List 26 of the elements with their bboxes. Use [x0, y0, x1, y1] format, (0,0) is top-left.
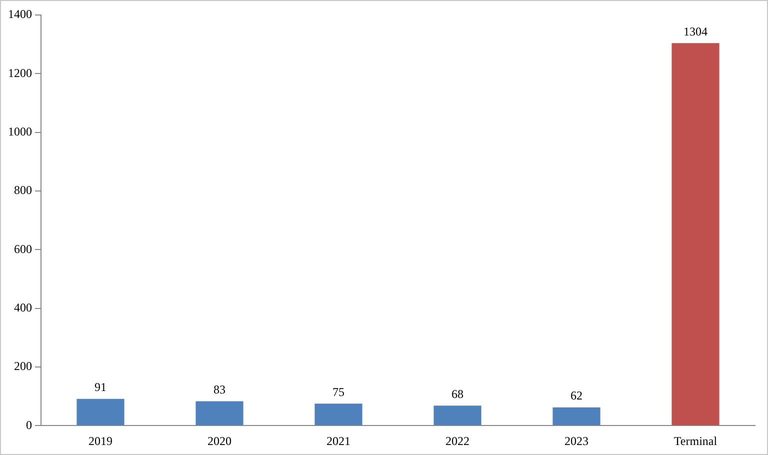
y-tick-label: 800	[14, 183, 32, 198]
y-tick-label: 0	[26, 418, 32, 432]
data-label: 62	[570, 388, 582, 403]
x-tick-label: Terminal	[674, 434, 718, 448]
bar	[552, 407, 600, 426]
bar	[672, 43, 720, 426]
bar	[434, 406, 482, 426]
y-tick-label: 1000	[8, 124, 32, 138]
data-label: 1304	[684, 24, 708, 38]
y-tick-label: 1200	[8, 66, 32, 80]
data-label: 83	[214, 382, 226, 396]
y-tick-label: 200	[14, 359, 32, 374]
x-tick-label: 2020	[208, 434, 232, 448]
x-tick-label: 2021	[326, 434, 350, 448]
y-tick-label: 400	[14, 300, 32, 314]
bar	[196, 401, 244, 426]
data-label: 68	[452, 386, 464, 401]
y-tick-label: 600	[14, 242, 32, 256]
bar	[76, 398, 124, 426]
bar	[314, 404, 362, 426]
data-label: 91	[94, 380, 106, 394]
x-tick-label: 2023	[564, 434, 588, 448]
x-tick-label: 2022	[446, 434, 470, 448]
y-tick-label: 1400	[8, 7, 32, 22]
data-label: 75	[332, 384, 344, 399]
x-tick-label: 2019	[88, 434, 112, 448]
